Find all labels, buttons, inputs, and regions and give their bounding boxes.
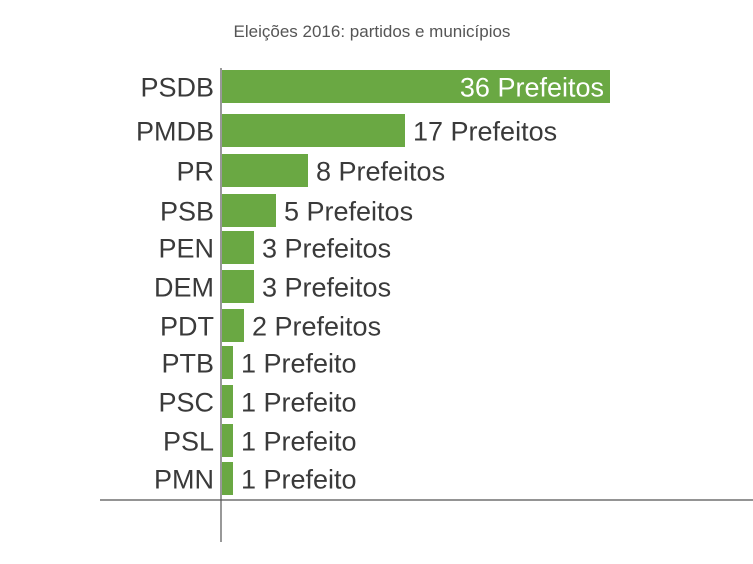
bar-psdb bbox=[222, 70, 610, 103]
data-label: 1 Prefeito bbox=[241, 465, 357, 495]
data-label: 2 Prefeitos bbox=[252, 312, 381, 342]
chart-title: Eleições 2016: partidos e municípios bbox=[234, 22, 511, 41]
category-label: PDT bbox=[160, 312, 214, 342]
category-label: PMN bbox=[154, 465, 214, 495]
bar-dem bbox=[222, 270, 254, 303]
bar-pdt bbox=[222, 309, 244, 342]
category-label: PSL bbox=[163, 427, 214, 457]
bar-ptb bbox=[222, 346, 233, 379]
data-label: 1 Prefeito bbox=[241, 349, 357, 379]
data-label: 8 Prefeitos bbox=[316, 157, 445, 187]
data-label: 17 Prefeitos bbox=[413, 117, 557, 147]
category-label: PTB bbox=[161, 349, 214, 379]
data-label: 1 Prefeito bbox=[241, 427, 357, 457]
data-label: 3 Prefeitos bbox=[262, 234, 391, 264]
data-label: 1 Prefeito bbox=[241, 388, 357, 418]
bar-psc bbox=[222, 385, 233, 418]
category-label: PEN bbox=[158, 234, 214, 264]
category-label: PSDB bbox=[140, 73, 214, 103]
bar-pmn bbox=[222, 462, 233, 495]
category-label: PSB bbox=[160, 197, 214, 227]
bar-pr bbox=[222, 154, 308, 187]
bar-pen bbox=[222, 231, 254, 264]
category-label: PMDB bbox=[136, 117, 214, 147]
bar-psl bbox=[222, 424, 233, 457]
category-label: PR bbox=[176, 157, 214, 187]
bars-group: PSDB 36 Prefeitos PMDB 17 Prefeitos PR 8 Pref… bbox=[136, 70, 610, 495]
data-label: 36 Prefeitos bbox=[460, 73, 604, 103]
category-label: PSC bbox=[158, 388, 214, 418]
bar-psb bbox=[222, 194, 276, 227]
data-label: 5 Prefeitos bbox=[284, 197, 413, 227]
data-label: 3 Prefeitos bbox=[262, 273, 391, 303]
category-label: DEM bbox=[154, 273, 214, 303]
bar-pmdb bbox=[222, 114, 405, 147]
